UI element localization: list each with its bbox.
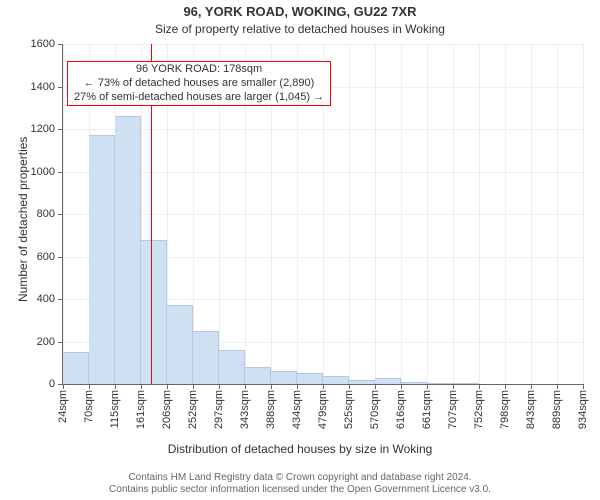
- x-tick-label: 707sqm: [447, 390, 459, 429]
- histogram-bar: [297, 373, 323, 384]
- x-tick-label: 570sqm: [369, 390, 381, 429]
- annotation-line: 96 YORK ROAD: 178sqm: [74, 63, 324, 77]
- x-tick-label: 752sqm: [473, 390, 485, 429]
- y-tick: [58, 257, 63, 258]
- x-tick-label: 297sqm: [213, 390, 225, 429]
- x-tick-label: 24sqm: [57, 390, 69, 423]
- y-tick-label: 1400: [31, 81, 55, 93]
- x-tick-label: 889sqm: [551, 390, 563, 429]
- x-tick-label: 206sqm: [161, 390, 173, 429]
- footer-line-1: Contains HM Land Registry data © Crown c…: [0, 472, 600, 484]
- annotation-box: 96 YORK ROAD: 178sqm← 73% of detached ho…: [67, 61, 331, 106]
- plot-area: 0200400600800100012001400160024sqm70sqm1…: [62, 44, 583, 385]
- y-tick: [58, 299, 63, 300]
- y-axis-label: Number of detached properties: [16, 137, 30, 302]
- x-tick: [323, 384, 324, 389]
- x-tick: [583, 384, 584, 389]
- y-tick-label: 800: [37, 208, 55, 220]
- y-tick: [58, 214, 63, 215]
- x-tick: [479, 384, 480, 389]
- x-tick-label: 70sqm: [83, 390, 95, 423]
- x-tick: [505, 384, 506, 389]
- x-tick-label: 388sqm: [265, 390, 277, 429]
- x-tick-label: 252sqm: [187, 390, 199, 429]
- histogram-bar: [245, 367, 271, 384]
- y-tick: [58, 342, 63, 343]
- x-tick: [193, 384, 194, 389]
- x-tick: [167, 384, 168, 389]
- histogram-bar: [271, 371, 297, 384]
- histogram-bar: [375, 378, 401, 384]
- histogram-bar: [323, 376, 349, 385]
- y-tick: [58, 44, 63, 45]
- footer: Contains HM Land Registry data © Crown c…: [0, 472, 600, 496]
- y-tick: [58, 172, 63, 173]
- gridline-horizontal: [63, 172, 583, 173]
- histogram-bar: [427, 383, 453, 384]
- y-tick-label: 1200: [31, 123, 55, 135]
- x-tick-label: 798sqm: [499, 390, 511, 429]
- x-tick: [63, 384, 64, 389]
- histogram-bar: [453, 383, 479, 384]
- x-tick: [427, 384, 428, 389]
- histogram-bar: [141, 240, 167, 385]
- y-tick-label: 200: [37, 336, 55, 348]
- annotation-line: 27% of semi-detached houses are larger (…: [74, 91, 324, 105]
- x-tick: [375, 384, 376, 389]
- x-tick: [349, 384, 350, 389]
- page-title: 96, YORK ROAD, WOKING, GU22 7XR: [0, 4, 600, 19]
- gridline-horizontal: [63, 44, 583, 45]
- y-tick-label: 1600: [31, 38, 55, 50]
- x-tick-label: 434sqm: [291, 390, 303, 429]
- x-tick-label: 525sqm: [343, 390, 355, 429]
- x-tick: [141, 384, 142, 389]
- x-tick: [89, 384, 90, 389]
- histogram-bar: [89, 135, 115, 384]
- x-tick-label: 843sqm: [525, 390, 537, 429]
- footer-line-2: Contains public sector information licen…: [0, 484, 600, 496]
- histogram-bar: [349, 380, 375, 384]
- y-tick-label: 1000: [31, 166, 55, 178]
- x-tick: [297, 384, 298, 389]
- x-tick: [453, 384, 454, 389]
- x-tick: [271, 384, 272, 389]
- y-tick-label: 400: [37, 293, 55, 305]
- histogram-bar: [401, 382, 427, 384]
- y-tick-label: 0: [49, 378, 55, 390]
- x-tick: [219, 384, 220, 389]
- x-tick-label: 115sqm: [109, 390, 121, 428]
- x-tick-label: 934sqm: [577, 390, 589, 429]
- y-tick: [58, 87, 63, 88]
- x-tick: [401, 384, 402, 389]
- gridline-vertical: [583, 44, 584, 384]
- chart-container: 96, YORK ROAD, WOKING, GU22 7XR Size of …: [0, 0, 600, 500]
- x-tick-label: 616sqm: [395, 390, 407, 429]
- x-tick-label: 661sqm: [421, 390, 433, 429]
- x-tick: [245, 384, 246, 389]
- x-tick: [557, 384, 558, 389]
- histogram-bar: [193, 331, 219, 384]
- gridline-horizontal: [63, 214, 583, 215]
- x-tick-label: 161sqm: [135, 390, 147, 429]
- x-axis-label: Distribution of detached houses by size …: [0, 442, 600, 456]
- histogram-bar: [219, 350, 245, 384]
- x-tick-label: 479sqm: [317, 390, 329, 429]
- y-tick-label: 600: [37, 251, 55, 263]
- gridline-horizontal: [63, 129, 583, 130]
- histogram-bar: [115, 116, 141, 384]
- annotation-line: ← 73% of detached houses are smaller (2,…: [74, 77, 324, 91]
- x-tick-label: 343sqm: [239, 390, 251, 429]
- page-subtitle: Size of property relative to detached ho…: [0, 22, 600, 36]
- histogram-bar: [167, 305, 193, 384]
- x-tick: [531, 384, 532, 389]
- histogram-bar: [63, 352, 89, 384]
- y-tick: [58, 129, 63, 130]
- x-tick: [115, 384, 116, 389]
